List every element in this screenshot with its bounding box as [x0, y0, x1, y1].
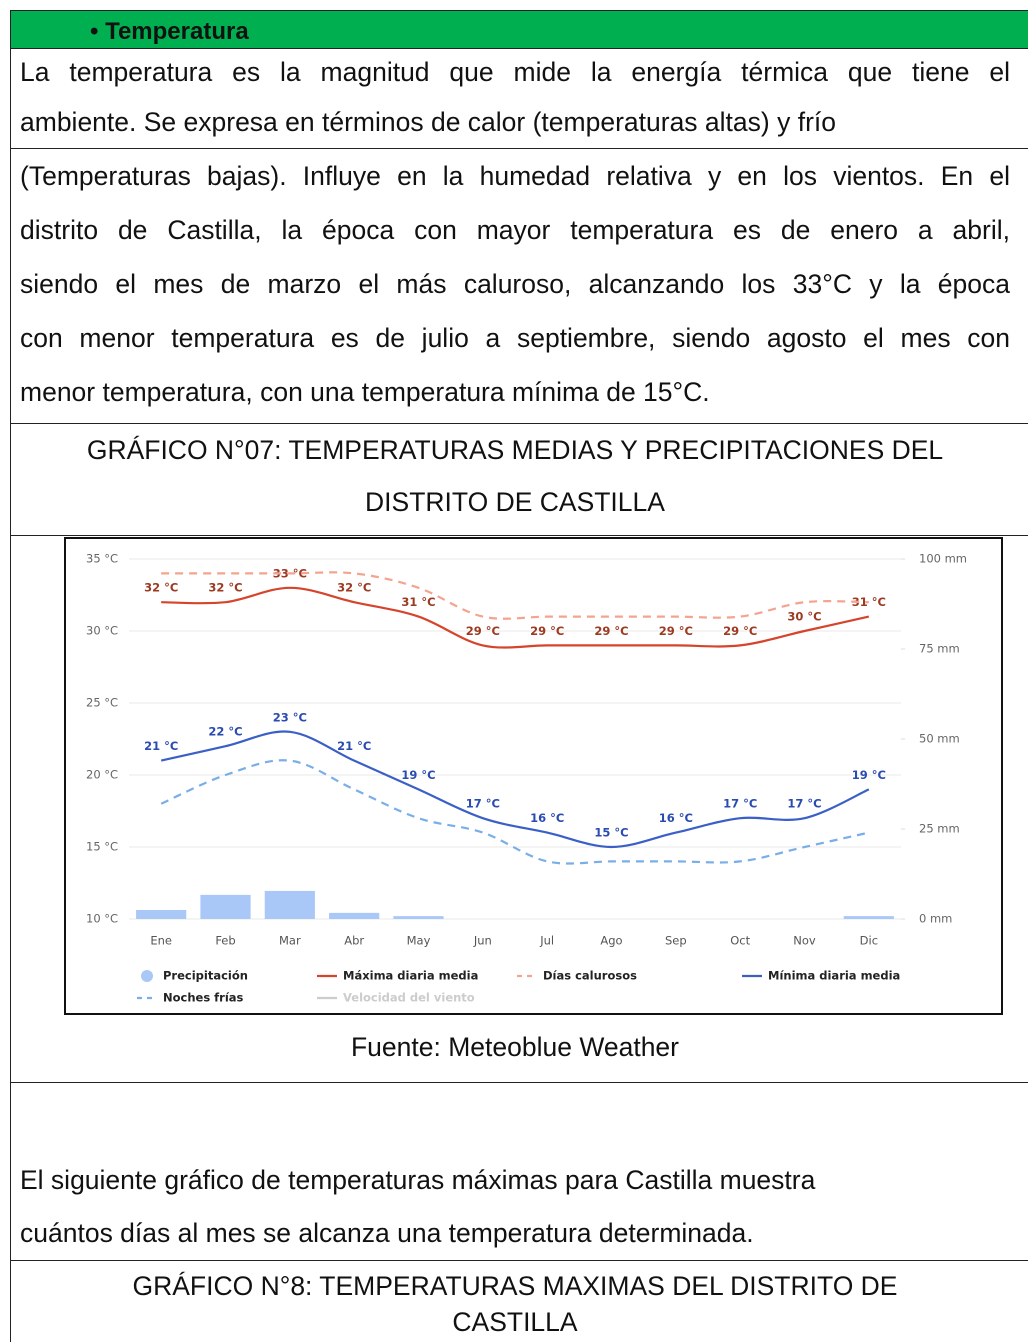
legend-symbol [141, 970, 153, 982]
paragraph-line: (Temperaturas bajas). Influye en la hume… [20, 161, 1010, 191]
divider [10, 148, 1028, 149]
legend-label: Mínima diaria media [768, 969, 900, 983]
y2-tick-label: 75 mm [919, 642, 960, 656]
y-tick-label: 15 °C [86, 840, 118, 854]
legend-label: Días calurosos [543, 969, 637, 983]
paragraph-line: con menor temperatura es de julio a sept… [20, 323, 1010, 353]
y2-tick-label: 100 mm [919, 552, 967, 566]
x-tick-label: Feb [215, 934, 235, 948]
divider [10, 535, 1028, 536]
data-label: 29 °C [530, 624, 564, 638]
line [160, 730, 870, 849]
data-label: 32 °C [144, 581, 178, 595]
paragraph-line: menor temperatura, con una temperatura m… [20, 377, 710, 407]
figure-caption: GRÁFICO N°8: TEMPERATURAS MAXIMAS DEL DI… [132, 1271, 898, 1301]
divider [10, 48, 1028, 49]
x-tick-label: May [407, 934, 431, 948]
data-label: 21 °C [144, 739, 178, 753]
figure-caption: GRÁFICO N°07: TEMPERATURAS MEDIAS Y PREC… [86, 435, 944, 465]
x-tick-label: Sep [665, 934, 687, 948]
chart-image: 10 °C 15 °C 20 °C 25 °C 30 °C 35 °C 0 mm 25 mm 5… [64, 537, 1003, 1015]
x-tick-label: Ene [150, 934, 172, 948]
y-tick-label: 10 °C [86, 912, 118, 926]
divider [10, 1082, 1028, 1083]
bar [843, 916, 894, 919]
legend-label: Máxima diaria media [343, 969, 478, 983]
bar [329, 912, 380, 919]
data-label: 23 °C [273, 710, 307, 724]
x-tick-label: Oct [730, 934, 750, 948]
x-tick-label: Nov [793, 934, 816, 948]
data-label: 29 °C [659, 624, 693, 638]
paragraph-line: cuántos días al mes se alcanza una tempe… [20, 1218, 754, 1248]
legend-label: Velocidad del viento [343, 991, 475, 1005]
paragraph-line: La temperatura es la magnitud que mide l… [20, 57, 1010, 87]
x-tick-label: Abr [344, 934, 364, 948]
divider [10, 423, 1028, 424]
y2-tick-label: 50 mm [919, 732, 960, 746]
data-label: 19 °C [852, 768, 886, 782]
y-tick-label: 30 °C [86, 624, 118, 638]
x-tick-label: Ago [600, 934, 622, 948]
paragraph-line: ambiente. Se expresa en términos de calo… [20, 107, 836, 137]
figure-caption: CASTILLA [452, 1307, 578, 1337]
y-tick-label: 20 °C [86, 768, 118, 782]
data-label: 17 °C [787, 797, 821, 811]
x-tick-label: Jun [473, 934, 492, 948]
paragraph-line: distrito de Castilla, la época con mayor… [20, 215, 1010, 245]
y-tick-label: 25 °C [86, 696, 118, 710]
data-label: 19 °C [401, 768, 435, 782]
data-label: 31 °C [401, 595, 435, 609]
data-label: 32 °C [337, 581, 371, 595]
section-header: • Temperatura [90, 18, 249, 45]
y2-tick-label: 25 mm [919, 822, 960, 836]
data-label: 32 °C [208, 581, 242, 595]
data-label: 29 °C [466, 624, 500, 638]
data-label: 22 °C [208, 725, 242, 739]
y-tick-label: 35 °C [86, 552, 118, 566]
x-tick-label: Mar [279, 934, 301, 948]
chart: 10 °C 15 °C 20 °C 25 °C 30 °C 35 °C 0 mm 25 mm 5… [86, 552, 967, 1005]
data-label: 16 °C [659, 811, 693, 825]
section-header-bar [10, 10, 1028, 49]
y2-tick-label: 0 mm [919, 912, 952, 926]
line [160, 759, 870, 865]
data-label: 21 °C [337, 739, 371, 753]
legend-label: Precipitación [163, 969, 248, 983]
data-label: 30 °C [787, 610, 821, 624]
figure-source: Fuente: Meteoblue Weather [350, 1032, 679, 1062]
x-tick-label: Jul [539, 934, 554, 948]
paragraph-line: siendo el mes de marzo el más caluroso, … [20, 269, 1010, 299]
data-label: 29 °C [723, 624, 757, 638]
x-tick-label: Dic [860, 934, 878, 948]
bar [200, 894, 251, 919]
paragraph-line: El siguiente gráfico de temperaturas máx… [20, 1165, 816, 1195]
data-label: 16 °C [530, 811, 564, 825]
line [161, 571, 869, 620]
data-label: 29 °C [594, 624, 628, 638]
divider [10, 1260, 1028, 1261]
data-label: 15 °C [594, 826, 628, 840]
line [161, 586, 870, 649]
bar [136, 910, 187, 919]
data-label: 17 °C [466, 797, 500, 811]
frame-left [10, 10, 11, 1342]
bar [393, 916, 444, 919]
figure-caption: DISTRITO DE CASTILLA [365, 487, 665, 517]
legend-label: Noches frías [163, 991, 244, 1005]
bar [264, 890, 315, 919]
data-label: 17 °C [723, 797, 757, 811]
